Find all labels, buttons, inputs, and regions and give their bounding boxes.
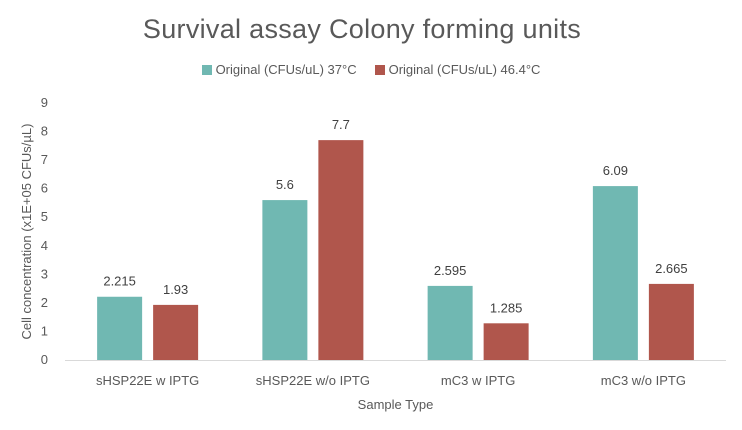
bar-series-1-3 [427,285,473,360]
data-label: 6.09 [603,163,628,178]
y-tick-label: 5 [41,209,48,224]
data-label: 2.595 [434,263,467,278]
chart-title: Survival assay Colony forming units [142,14,582,44]
data-label: 1.93 [163,282,188,297]
bar-series-1-4 [592,186,638,360]
x-axis-title: Sample Type [358,397,434,412]
data-label: 1.285 [490,300,523,315]
x-axis-tick-labels: sHSP22E w IPTG sHSP22E w/o IPTG mC3 w IPTG… [96,373,686,388]
legend-label-series-2: Original (CFUs/uL) 46.4°C [388,62,541,77]
legend-item-series-1: Original (CFUs/uL) 37°C [201,62,357,77]
y-axis-tick-labels: 0 1 2 3 4 5 6 7 8 9 [41,95,48,367]
y-tick-label: 7 [41,152,48,167]
y-tick-label: 8 [41,124,48,139]
bar-series-2-1 [153,304,199,360]
bars [97,140,694,360]
bar-series-1-2 [262,200,308,360]
y-tick-label: 3 [41,266,48,281]
x-tick-label: mC3 w/o IPTG [601,373,686,388]
bar-series-2-4 [648,283,694,360]
y-axis-title: Cell concentration (x1E+05 CFUs/µL) [19,124,34,340]
bar-series-2-2 [318,140,364,360]
data-label: 7.7 [332,117,350,132]
data-label: 5.6 [276,177,294,192]
y-tick-label: 9 [41,95,48,110]
y-tick-label: 4 [41,238,48,253]
y-tick-label: 2 [41,295,48,310]
data-label: 2.215 [103,274,136,289]
legend-item-series-2: Original (CFUs/uL) 46.4°C [374,62,541,77]
legend-swatch-series-1 [201,64,212,75]
legend-swatch-series-2 [374,64,385,75]
x-tick-label: sHSP22E w/o IPTG [256,373,370,388]
data-labels: 2.215 1.93 5.6 7.7 2.595 1.285 6.09 2.665 [103,117,687,315]
data-label: 2.665 [655,261,688,276]
bar-series-2-3 [483,323,529,360]
legend: Original (CFUs/uL) 37°C Original (CFUs/u… [0,62,742,77]
y-tick-label: 1 [41,323,48,338]
y-tick-label: 0 [41,352,48,367]
legend-label-series-1: Original (CFUs/uL) 37°C [215,62,357,77]
x-tick-label: sHSP22E w IPTG [96,373,199,388]
bar-series-1-1 [97,296,143,360]
x-tick-label: mC3 w IPTG [441,373,515,388]
y-tick-label: 6 [41,181,48,196]
